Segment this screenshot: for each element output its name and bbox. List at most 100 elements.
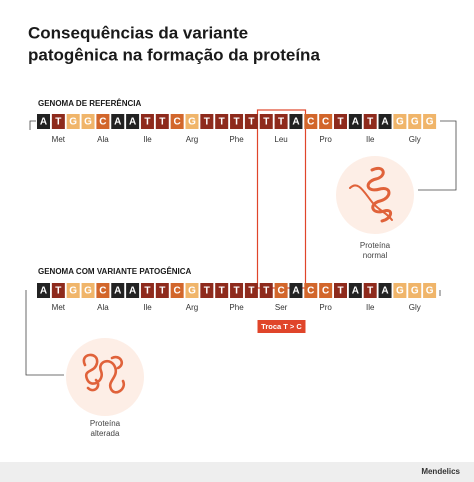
base-box [185,283,199,298]
base-box [81,283,95,298]
base-box [319,114,333,129]
base: G [84,117,92,128]
protein-altered [82,353,126,394]
base-box [289,283,303,298]
base-box [126,114,140,129]
base: C [174,286,181,297]
base-box [140,114,154,129]
base-box [200,283,214,298]
base-box [363,114,377,129]
caption: alterada [91,429,120,438]
base: T [367,117,373,128]
base-box [170,114,184,129]
base: A [381,117,388,128]
base: A [381,286,388,297]
base-box [378,283,392,298]
base-box [81,114,95,129]
base-box [423,114,437,129]
base: C [174,117,181,128]
base-box [259,114,273,129]
protein-bg [66,338,144,416]
bracket [29,120,36,130]
base-box [170,283,184,298]
base: C [322,117,329,128]
base: C [322,286,329,297]
amino-acid: Ala [97,303,109,312]
base: A [40,286,47,297]
base: T [204,117,210,128]
base-box [215,114,229,129]
amino-acid: Pro [319,303,332,312]
base: G [411,117,419,128]
base: G [188,117,196,128]
protein-normal [349,184,393,221]
brand: Mendelics [421,467,460,476]
base: C [307,286,314,297]
base-box [244,114,258,129]
base: T [248,286,254,297]
base-box [200,114,214,129]
base: G [69,117,77,128]
base-box [393,114,407,129]
base: G [84,286,92,297]
base: A [129,286,136,297]
base: A [352,286,359,297]
base-box [51,114,65,129]
base-box [185,114,199,129]
base: T [337,117,343,128]
base-box [126,283,140,298]
title: Consequências da variante [28,23,248,42]
base: T [263,286,269,297]
base-box [215,283,229,298]
base: G [396,117,404,128]
base-box [140,283,154,298]
amino-acid: Ile [143,303,152,312]
base-box [334,283,347,298]
base-box [363,283,377,298]
base-box [111,114,125,129]
base: T [248,117,254,128]
amino-acid: Ile [366,303,375,312]
amino-acid: Arg [186,303,198,312]
base-box [274,114,288,129]
base: T [219,117,225,128]
base: T [159,117,165,128]
base: C [307,117,314,128]
base: T [367,286,373,297]
base-box [96,283,110,298]
amino-acid: Arg [186,135,198,144]
amino-acid: Ser [275,303,288,312]
base: T [144,117,150,128]
section-label: GENOMA COM VARIANTE PATOGÊNICA [38,267,192,276]
caption: Proteína [360,241,391,250]
change-badge [257,320,306,333]
amino-acid: Ala [97,135,109,144]
base: G [426,117,434,128]
base: G [426,286,434,297]
protein-normal [366,166,392,223]
base-box [304,114,318,129]
base: A [292,117,299,128]
base: G [188,286,196,297]
amino-acid: Met [52,303,66,312]
change-label: Troca T > C [261,322,302,331]
base-box [96,114,110,129]
base: A [114,286,121,297]
base-box [111,283,125,298]
amino-acid: Ile [366,135,375,144]
amino-acid: Gly [409,135,421,144]
base: T [159,286,165,297]
base: T [219,286,225,297]
amino-acid: Phe [229,303,244,312]
footer [0,462,474,482]
base: G [69,286,77,297]
base-box [259,283,273,298]
base-box [155,114,169,129]
base: C [277,286,284,297]
base: C [99,117,106,128]
amino-acid: Pro [319,135,332,144]
base: C [99,286,106,297]
base: A [292,286,299,297]
base-box [244,283,258,298]
